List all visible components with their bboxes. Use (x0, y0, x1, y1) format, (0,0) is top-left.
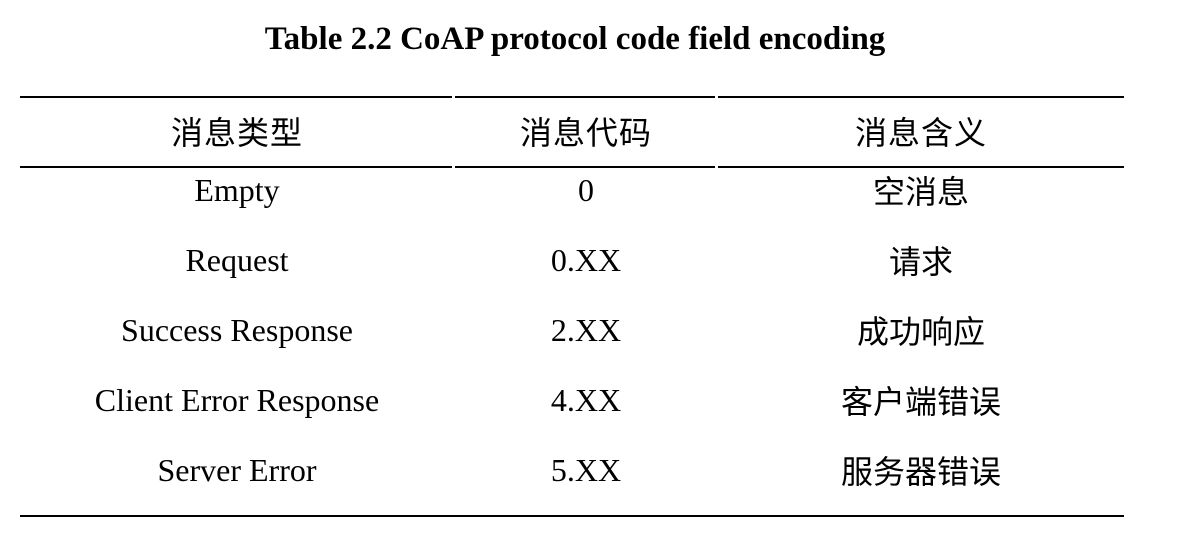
table-row: Success Response 2.XX 成功响应 (20, 304, 1124, 356)
cell-message-type: Empty (194, 171, 280, 208)
cell-message-meaning: 客户端错误 (840, 384, 1001, 420)
cell-message-code: 0 (578, 171, 594, 208)
table-row: Request 0.XX 请求 (20, 234, 1124, 286)
bottom-rule (20, 515, 1124, 517)
cell-message-meaning: 服务器错误 (840, 454, 1001, 490)
cell-message-type: Request (185, 241, 289, 278)
top-rule-segment (455, 96, 715, 98)
header-rule-segment (455, 166, 715, 168)
cell-message-meaning: 成功响应 (856, 314, 985, 350)
table-row: Server Error 5.XX 服务器错误 (20, 444, 1124, 496)
cell-message-code: 2.XX (550, 311, 622, 348)
table-row: Empty 0 空消息 (20, 164, 1124, 216)
top-rule-segment (20, 96, 452, 98)
header-rule-segment (20, 166, 452, 168)
header-message-code: 消息代码 (519, 115, 652, 151)
cell-message-code: 5.XX (550, 451, 622, 488)
header-message-type: 消息类型 (170, 115, 303, 151)
header-row: 消息类型 消息代码 消息含义 (20, 96, 1124, 166)
cell-message-type: Server Error (157, 451, 317, 488)
header-message-meaning: 消息含义 (854, 115, 987, 151)
table-row: Client Error Response 4.XX 客户端错误 (20, 374, 1124, 426)
table-caption: Table 2.2 CoAP protocol code field encod… (264, 21, 886, 57)
cell-message-code: 0.XX (550, 241, 622, 278)
top-rule-segment (718, 96, 1124, 98)
header-rule-segment (718, 166, 1124, 168)
cell-message-type: Client Error Response (94, 381, 380, 418)
cell-message-code: 4.XX (550, 381, 622, 418)
cell-message-type: Success Response (121, 311, 353, 348)
cell-message-meaning: 请求 (888, 244, 953, 280)
cell-message-meaning: 空消息 (872, 174, 969, 210)
